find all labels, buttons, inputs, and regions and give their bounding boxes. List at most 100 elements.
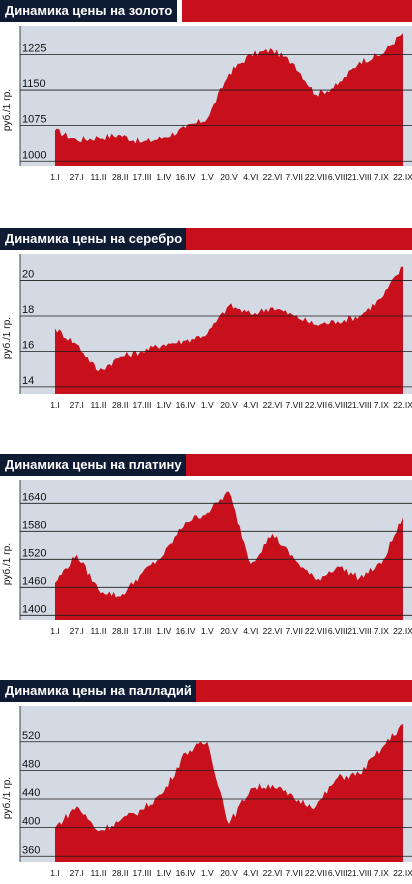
y-tick-label: 1225 — [22, 42, 46, 54]
x-tick-label: 7.VII — [286, 868, 303, 878]
x-tick-label: 7.IX — [374, 172, 389, 182]
x-tick-label: 22.VI — [263, 400, 283, 410]
y-tick-label: 1460 — [22, 575, 46, 587]
y-tick-label: 1580 — [22, 519, 46, 531]
x-tick-label: 16.IV — [176, 868, 196, 878]
x-tick-label: 1.V — [201, 626, 214, 636]
x-tick-label: 27.I — [70, 868, 84, 878]
platinum-chart-header: Динамика цены на платину — [0, 454, 412, 476]
x-tick-label: 11.II — [91, 626, 107, 636]
price-area — [55, 33, 403, 166]
palladium-chart-panel: Динамика цены на палладий 360 400 440 480 52… — [0, 680, 412, 884]
y-tick-label: 1000 — [22, 149, 46, 161]
x-tick-label: 1.I — [50, 626, 59, 636]
x-tick-label: 20.V — [220, 400, 238, 410]
x-tick-label: 17.III — [133, 868, 152, 878]
x-tick-label: 1.I — [50, 868, 59, 878]
x-tick-label: 20.V — [220, 868, 238, 878]
y-tick-label: 1640 — [22, 491, 46, 503]
x-tick-label: 1.V — [201, 172, 214, 182]
x-tick-label: 21.VIII — [347, 400, 372, 410]
y-tick-label: 16 — [22, 339, 34, 351]
x-tick-label: 1.V — [201, 868, 214, 878]
x-tick-label: 1.I — [50, 400, 59, 410]
platinum-chart-header-accent — [186, 454, 412, 476]
y-tick-label: 1150 — [22, 78, 46, 90]
x-tick-label: 21.VIII — [347, 626, 372, 636]
x-tick-label: 4.VI — [243, 400, 258, 410]
palladium-chart-header-accent — [196, 680, 412, 702]
x-tick-label: 6.VIII — [328, 868, 348, 878]
x-tick-label: 20.V — [220, 626, 238, 636]
x-tick-label: 22.VI — [263, 868, 283, 878]
platinum-chart-panel: Динамика цены на платину 1400 1460 1520 158… — [0, 454, 412, 644]
x-tick-label: 1.IV — [156, 868, 171, 878]
x-tick-label: 1.V — [201, 400, 214, 410]
x-tick-label: 22.IX — [393, 868, 412, 878]
x-tick-label: 27.I — [70, 626, 84, 636]
y-axis-label: руб./1 гр. — [1, 89, 13, 131]
x-tick-label: 22.IX — [393, 400, 412, 410]
y-axis-label: руб./1 гр. — [1, 543, 13, 585]
palladium-chart-header: Динамика цены на палладий — [0, 680, 412, 702]
y-axis-label: руб./1 гр. — [1, 317, 13, 359]
y-axis-label: руб./1 гр. — [1, 777, 13, 819]
silver-chart-header: Динамика цены на серебро — [0, 228, 412, 250]
x-tick-label: 11.II — [91, 172, 107, 182]
x-tick-label: 22.VI — [263, 172, 283, 182]
y-tick-label: 520 — [22, 730, 40, 742]
platinum-chart-plot: 1400 1460 1520 1580 1640 руб./1 гр. 1.I 27.I 11.… — [1, 480, 412, 636]
gold-chart-panel: Динамика цены на золото 1000 1075 1150 1225… — [0, 0, 412, 190]
x-tick-label: 17.III — [133, 400, 152, 410]
y-tick-label: 1520 — [22, 547, 46, 559]
y-tick-label: 14 — [22, 375, 34, 387]
palladium-chart-plot: 360 400 440 480 520 руб./1 гр. 1.I 27.I 11.II 28.… — [1, 706, 412, 878]
x-tick-label: 1.I — [50, 172, 59, 182]
gold-chart-title: Динамика цены на золото — [0, 0, 178, 22]
gold-chart-header: Динамика цены на золото — [0, 0, 412, 22]
x-tick-label: 17.III — [133, 172, 152, 182]
x-tick-label: 4.VI — [243, 172, 258, 182]
x-tick-label: 28.II — [112, 172, 129, 182]
y-tick-label: 1400 — [22, 603, 46, 615]
silver-chart-plot: 14 16 18 20 руб./1 гр. 1.I 27.I 11.II 28.II 17.II… — [1, 254, 412, 410]
platinum-chart-title: Динамика цены на платину — [0, 454, 187, 476]
x-tick-label: 22.VII — [305, 868, 327, 878]
x-tick-label: 27.I — [70, 172, 84, 182]
x-tick-label: 7.VII — [286, 172, 303, 182]
y-tick-label: 1075 — [22, 114, 46, 126]
price-area — [55, 266, 403, 394]
x-tick-label: 7.IX — [374, 626, 389, 636]
x-tick-label: 27.I — [70, 400, 84, 410]
x-tick-label: 16.IV — [176, 626, 196, 636]
x-tick-label: 21.VIII — [347, 868, 372, 878]
x-tick-label: 22.VI — [263, 626, 283, 636]
x-tick-label: 28.II — [112, 400, 129, 410]
x-tick-label: 22.VII — [305, 172, 327, 182]
x-tick-label: 6.VIII — [328, 626, 348, 636]
x-tick-label: 16.IV — [176, 400, 196, 410]
x-tick-label: 17.III — [133, 626, 152, 636]
price-area — [55, 491, 403, 620]
x-tick-label: 22.VII — [305, 626, 327, 636]
silver-chart-title: Динамика цены на серебро — [0, 228, 188, 250]
x-tick-label: 6.VIII — [328, 172, 348, 182]
y-tick-label: 480 — [22, 758, 40, 770]
x-tick-label: 1.IV — [156, 172, 171, 182]
x-tick-label: 1.IV — [156, 626, 171, 636]
x-tick-label: 11.II — [91, 400, 107, 410]
x-tick-label: 20.V — [220, 172, 238, 182]
x-tick-label: 22.IX — [393, 626, 412, 636]
x-tick-label: 28.II — [112, 626, 129, 636]
x-tick-label: 6.VIII — [328, 400, 348, 410]
x-tick-label: 11.II — [91, 868, 107, 878]
x-tick-label: 7.VII — [286, 626, 303, 636]
x-tick-label: 7.IX — [374, 400, 389, 410]
y-tick-label: 400 — [22, 816, 40, 828]
y-tick-label: 20 — [22, 269, 34, 281]
silver-chart-header-accent — [186, 228, 412, 250]
x-tick-label: 22.IX — [393, 172, 412, 182]
x-tick-label: 1.IV — [156, 400, 171, 410]
gold-chart-header-accent — [182, 0, 412, 22]
x-tick-label: 4.VI — [243, 626, 258, 636]
